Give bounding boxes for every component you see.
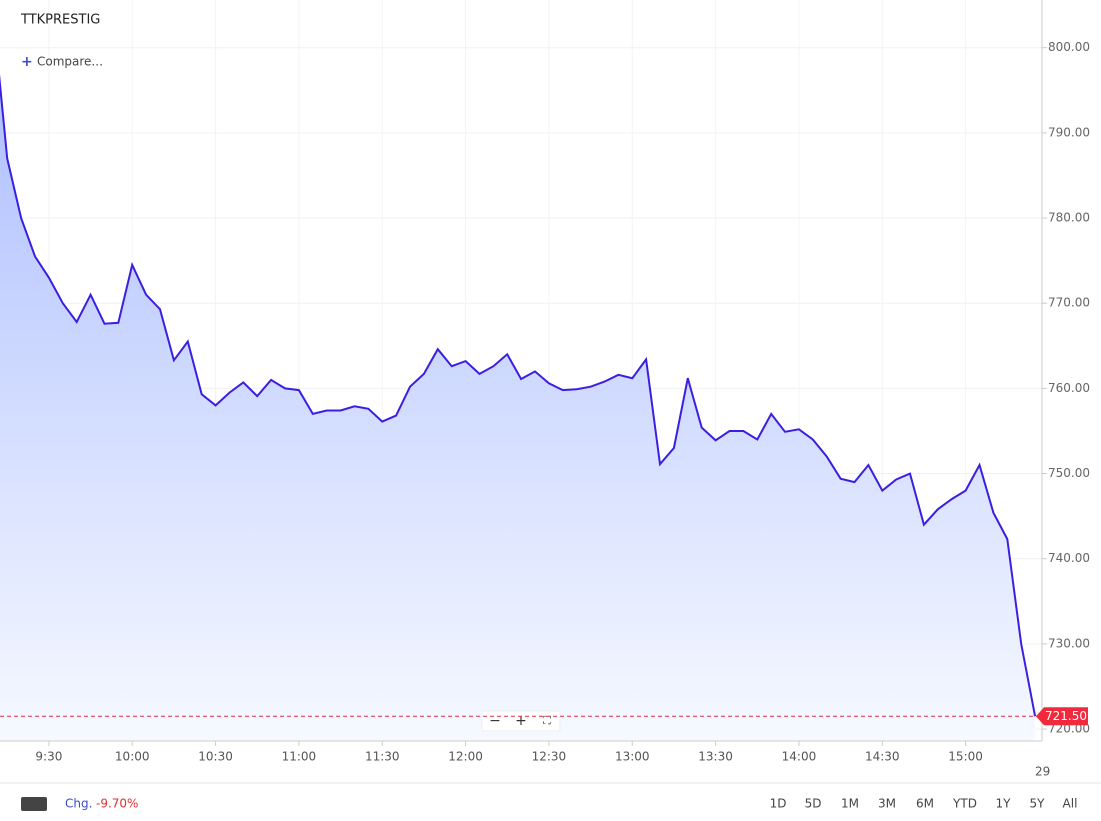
range-button[interactable]: 1M bbox=[841, 797, 859, 811]
range-button[interactable]: 1D bbox=[770, 797, 787, 811]
y-tick-label: 790.00 bbox=[1048, 125, 1090, 139]
x-tick-label: 9:30 bbox=[35, 750, 62, 764]
y-tick-label: 760.00 bbox=[1048, 381, 1090, 395]
range-button[interactable]: 3M bbox=[878, 797, 896, 811]
x-tick-label: 11:30 bbox=[365, 750, 400, 764]
x-tick-label: 13:30 bbox=[698, 750, 733, 764]
keyboard-icon[interactable] bbox=[21, 797, 47, 811]
y-tick-label: 750.00 bbox=[1048, 466, 1090, 480]
range-button[interactable]: 5Y bbox=[1030, 797, 1046, 811]
y-tick-label: 740.00 bbox=[1048, 551, 1090, 565]
x-tick-label: 10:00 bbox=[115, 750, 150, 764]
zoom-in[interactable]: + bbox=[515, 713, 527, 729]
area-fill bbox=[0, 84, 1036, 741]
x-tick-label: 14:00 bbox=[782, 750, 817, 764]
x-tick-label: 12:00 bbox=[448, 750, 483, 764]
range-button[interactable]: YTD bbox=[952, 797, 977, 811]
last-price-badge bbox=[1036, 707, 1088, 726]
compare-button[interactable]: Compare... bbox=[37, 55, 103, 69]
x-tick-label: 14:30 bbox=[865, 750, 900, 764]
price-line bbox=[0, 74, 1037, 717]
range-button[interactable]: 1Y bbox=[996, 797, 1012, 811]
range-button[interactable]: 6M bbox=[916, 797, 934, 811]
change-value: -9.70% bbox=[96, 797, 138, 811]
compare-icon[interactable]: + bbox=[21, 54, 33, 70]
date-label: 29 bbox=[1035, 765, 1050, 779]
zoom-out[interactable]: − bbox=[489, 713, 501, 729]
change-label: Chg. bbox=[65, 797, 92, 811]
x-tick-label: 11:00 bbox=[282, 750, 317, 764]
range-button[interactable]: All bbox=[1063, 797, 1078, 811]
zoom-controls: − + ⛶ bbox=[481, 710, 561, 732]
range-button[interactable]: 5D bbox=[805, 797, 822, 811]
y-tick-label: 780.00 bbox=[1048, 211, 1090, 225]
fullscreen[interactable]: ⛶ bbox=[543, 714, 551, 727]
x-tick-label: 15:00 bbox=[948, 750, 983, 764]
last-price-label: 721.50 bbox=[1045, 709, 1087, 723]
x-tick-label: 13:00 bbox=[615, 750, 650, 764]
y-tick-label: 800.00 bbox=[1048, 40, 1090, 54]
x-tick-label: 12:30 bbox=[532, 750, 567, 764]
y-tick-label: 770.00 bbox=[1048, 296, 1090, 310]
y-tick-label: 730.00 bbox=[1048, 636, 1090, 650]
x-tick-label: 10:30 bbox=[198, 750, 233, 764]
symbol: TTKPRESTIG bbox=[20, 13, 100, 28]
